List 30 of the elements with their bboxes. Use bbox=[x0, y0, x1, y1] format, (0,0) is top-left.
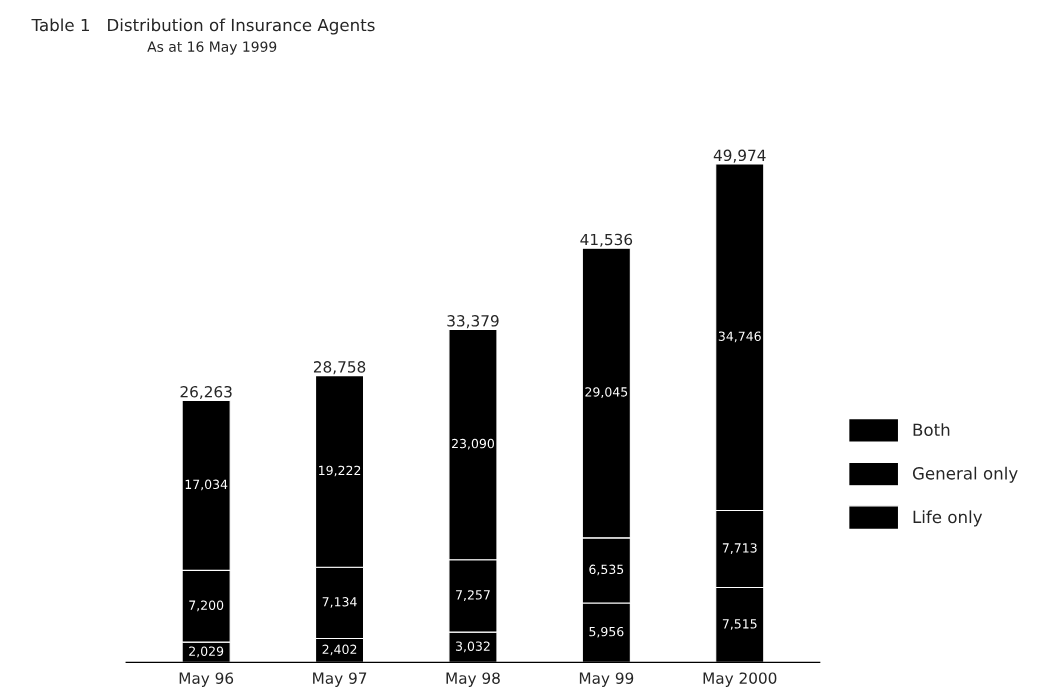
total-label: 41,536 bbox=[580, 233, 633, 247]
data-label: 7,713 bbox=[722, 543, 757, 554]
legend-label: Both bbox=[913, 423, 950, 437]
data-label: 23,090 bbox=[452, 438, 494, 450]
data-label: 3,032 bbox=[456, 641, 490, 653]
data-label: 7,257 bbox=[456, 590, 490, 601]
data-label: 7,515 bbox=[722, 619, 757, 630]
data-label: 34,746 bbox=[718, 331, 761, 343]
data-label: 2,029 bbox=[189, 646, 224, 658]
x-tick-label: May 97 bbox=[313, 672, 367, 687]
x-tick-label: May 98 bbox=[446, 672, 500, 687]
legend-label: General only bbox=[912, 466, 1018, 483]
data-label: 29,045 bbox=[585, 387, 628, 398]
data-label: 7,134 bbox=[322, 597, 357, 608]
data-label: 6,535 bbox=[589, 564, 624, 576]
data-label: 19,222 bbox=[319, 465, 361, 477]
data-label: 7,200 bbox=[189, 600, 224, 612]
total-label: 26,263 bbox=[180, 385, 232, 400]
chart-subtitle: As at 16 May 1999 bbox=[147, 41, 277, 55]
x-tick-label: May 96 bbox=[179, 672, 234, 687]
x-tick-label: May 99 bbox=[579, 672, 634, 687]
data-label: 17,034 bbox=[185, 479, 228, 491]
total-label: 33,379 bbox=[447, 315, 499, 329]
total-label: 49,974 bbox=[713, 149, 766, 163]
chart-title: Table 1 Distribution of Insurance Agents bbox=[31, 18, 375, 35]
data-label: 5,956 bbox=[589, 626, 624, 638]
total-label: 28,758 bbox=[313, 361, 366, 375]
legend-label: Life only bbox=[913, 510, 983, 527]
x-tick-label: May 2000 bbox=[703, 672, 777, 687]
data-label: 2,402 bbox=[322, 644, 357, 656]
